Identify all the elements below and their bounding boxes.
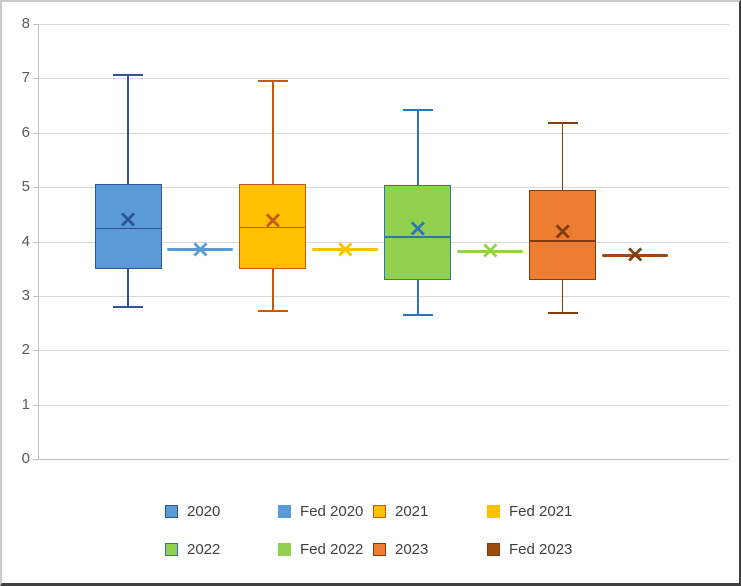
box-2020[interactable] (94, 184, 162, 269)
legend-swatch-Fed 2021 (487, 505, 500, 518)
legend-swatch-Fed 2020 (278, 505, 291, 518)
box-2021[interactable] (239, 183, 307, 269)
legend-item-2023[interactable]: 2023 (373, 541, 428, 558)
median-line-2020 (94, 227, 162, 230)
legend-item-Fed 2023[interactable]: Fed 2023 (487, 541, 572, 558)
legend-item-2022[interactable]: 2022 (165, 541, 220, 558)
legend-label-2020: 2020 (187, 503, 221, 520)
y-axis-label-3: 3 (21, 286, 30, 304)
gridline-0 (38, 459, 729, 460)
mean-x-marker-Fed 2023: × (625, 240, 646, 269)
min-cap-2023 (547, 312, 578, 315)
gridline-1 (38, 404, 729, 406)
max-cap-2021 (257, 80, 288, 83)
legend-label-2022: 2022 (187, 541, 221, 558)
min-cap-2020 (113, 305, 143, 308)
legend-item-2021[interactable]: 2021 (373, 503, 428, 520)
mean-x-marker-2022: × (407, 214, 428, 243)
lower-whisker-2023 (561, 279, 564, 314)
legend-swatch-2023 (373, 543, 386, 556)
y-axis-tick-1 (33, 404, 38, 406)
legend-label-2021: 2021 (395, 503, 429, 520)
gridline-7 (38, 78, 729, 80)
y-axis-label-4: 4 (21, 232, 30, 250)
legend-label-Fed 2022: Fed 2022 (300, 541, 364, 558)
upper-whisker-2022 (417, 109, 419, 186)
y-axis-label-6: 6 (21, 123, 30, 141)
gridline-6 (38, 132, 729, 134)
legend-item-Fed 2021[interactable]: Fed 2021 (487, 503, 572, 520)
upper-whisker-2023 (561, 122, 564, 191)
mean-line-Fed 2021[interactable] (312, 248, 379, 252)
y-axis-tick-6 (33, 132, 38, 134)
upper-whisker-2021 (272, 81, 274, 184)
legend-label-Fed 2021: Fed 2021 (509, 503, 573, 520)
legend-swatch-Fed 2023 (487, 543, 500, 556)
median-line-2022 (384, 236, 452, 238)
y-axis-label-1: 1 (21, 395, 30, 413)
legend-label-Fed 2023: Fed 2023 (509, 541, 573, 558)
mean-line-Fed 2023[interactable] (602, 253, 669, 257)
legend-item-Fed 2020[interactable]: Fed 2020 (278, 503, 363, 520)
legend-swatch-2020 (165, 505, 178, 518)
gridline-4 (38, 241, 729, 243)
mean-line-Fed 2022[interactable] (457, 249, 524, 253)
mean-x-marker-2021: × (262, 205, 283, 234)
y-axis-tick-8 (33, 24, 38, 25)
mean-x-marker-Fed 2022: × (480, 236, 501, 265)
y-axis-label-0: 0 (21, 450, 30, 467)
y-axis-tick-5 (33, 187, 38, 189)
y-axis-tick-7 (33, 78, 38, 80)
box-2023[interactable] (529, 190, 597, 280)
y-axis-label-2: 2 (21, 341, 30, 359)
min-cap-2021 (257, 310, 288, 313)
median-line-2023 (529, 240, 597, 242)
max-cap-2022 (402, 108, 433, 111)
y-axis-label-8: 8 (21, 15, 30, 32)
upper-whisker-2020 (127, 74, 129, 185)
mean-x-marker-Fed 2020: × (190, 234, 211, 263)
y-axis-tick-0 (33, 459, 38, 460)
y-axis-label-5: 5 (21, 178, 30, 196)
mean-x-marker-2023: × (552, 217, 573, 246)
y-axis-label-7: 7 (21, 69, 30, 87)
median-line-2021 (239, 226, 307, 229)
gridline-2 (38, 350, 729, 352)
legend-swatch-2021 (373, 505, 386, 518)
legend-item-Fed 2022[interactable]: Fed 2022 (278, 541, 363, 558)
y-axis-tick-2 (33, 350, 38, 352)
mean-x-marker-Fed 2021: × (335, 234, 356, 263)
gridline-3 (38, 295, 729, 297)
legend-swatch-2022 (165, 543, 178, 556)
lower-whisker-2021 (272, 268, 274, 312)
y-axis-line (38, 24, 39, 459)
y-axis-tick-3 (33, 295, 38, 297)
legend-label-2023: 2023 (395, 541, 429, 558)
mean-x-marker-2020: × (117, 204, 139, 233)
lower-whisker-2020 (127, 268, 129, 307)
lower-whisker-2022 (417, 279, 419, 315)
max-cap-2023 (547, 121, 578, 124)
legend-label-Fed 2020: Fed 2020 (300, 503, 364, 520)
min-cap-2022 (402, 313, 433, 316)
legend-item-2020[interactable]: 2020 (165, 503, 220, 520)
y-axis-tick-4 (33, 241, 38, 243)
box-2022[interactable] (384, 185, 452, 280)
gridline-8 (38, 24, 729, 25)
max-cap-2020 (113, 73, 143, 76)
gridline-5 (38, 187, 729, 189)
legend-swatch-Fed 2022 (278, 543, 291, 556)
mean-line-Fed 2020[interactable] (167, 248, 234, 252)
